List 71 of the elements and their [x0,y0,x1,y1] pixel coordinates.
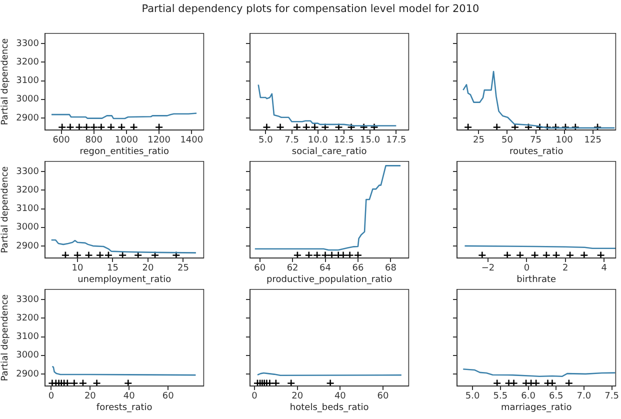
y-tick-label: 2900 [16,241,40,252]
x-tick-label: 800 [85,136,103,146]
x-tick-label: 600 [52,136,70,146]
y-tick-label: 3200 [16,314,40,324]
x-axis-title: marriages_ratio [500,402,572,413]
x-tick-label: 6.5 [548,392,564,402]
x-tick-label: 25 [178,264,189,274]
y-tick-label: 3000 [16,222,40,233]
x-tick-label: 100 [556,136,574,146]
x-tick-label: 68 [384,264,397,274]
x-tick-label: 7.5 [604,392,619,402]
x-tick-label: 64 [320,264,332,274]
y-tick-label: 3300 [16,294,40,305]
y-tick-label: 3100 [16,76,40,86]
x-tick-label: 40 [334,392,346,402]
x-tick-label: 60 [162,392,174,402]
x-tick-label: 0 [524,264,530,274]
x-tick-label: 20 [142,264,154,274]
x-axis-title: birthrate [516,274,557,285]
x-tick-label: 2 [562,264,568,274]
x-axis-title: routes_ratio [509,146,564,157]
y-tick-label: 3000 [16,94,40,105]
x-tick-label: 6.0 [521,392,536,402]
y-tick-label: 3100 [16,332,40,342]
x-tick-label: 0 [252,392,258,402]
y-axis-title: Partial dependence [0,166,11,254]
x-tick-label: 10.0 [308,136,328,146]
x-tick-label: −2 [481,264,495,274]
x-tick-label: 125 [584,136,602,146]
x-tick-label: 17.5 [386,136,406,146]
x-tick-label: 75 [530,136,542,146]
x-tick-label: 15 [106,264,118,274]
x-tick-label: 20 [292,392,304,402]
x-tick-label: 66 [352,264,364,274]
y-tick-label: 3300 [16,166,40,177]
y-tick-label: 3000 [16,350,40,361]
y-axis-title: Partial dependence [0,38,11,126]
x-tick-label: 15.0 [360,136,380,146]
x-axis-title: productive_population_ratio [266,274,393,285]
x-tick-label: 5.0 [258,136,274,146]
x-axis-title: regon_entities_ratio [80,146,170,157]
y-tick-label: 2900 [16,113,40,124]
x-tick-label: 5.0 [465,392,480,402]
x-tick-label: 7.0 [576,392,592,402]
x-tick-label: 60 [254,264,266,274]
x-tick-label: 1000 [115,136,138,146]
x-tick-label: 7.5 [284,136,299,146]
x-tick-label: 50 [502,136,514,146]
y-tick-label: 3200 [16,58,40,68]
x-tick-label: 25 [472,136,484,146]
text: Partial dependency plots for compensation level model for 2010 [140,3,480,15]
x-tick-label: 20 [84,392,96,402]
y-tick-label: 3300 [16,38,40,49]
x-axis-title: hotels_beds_ratio [290,402,370,413]
x-tick-label: 40 [123,392,136,402]
x-tick-label: 4 [601,264,608,274]
x-tick-label: 12.5 [334,136,354,146]
y-axis-title: Partial dependence [0,294,11,382]
x-tick-label: 5.5 [493,392,508,402]
y-tick-label: 2900 [16,369,40,380]
x-axis-title: social_care_ratio [292,146,368,157]
y-tick-label: 3200 [16,186,40,196]
x-tick-label: 60 [377,392,389,402]
x-tick-label: 1400 [180,136,204,146]
x-axis-title: forests_ratio [96,402,153,413]
x-axis-title: unemployment_ratio [78,274,172,285]
y-tick-label: 3100 [16,204,40,214]
x-tick-label: 0 [48,392,54,402]
x-tick-label: 62 [286,264,298,274]
x-tick-label: 10 [72,264,84,274]
x-tick-label: 1200 [148,136,171,146]
